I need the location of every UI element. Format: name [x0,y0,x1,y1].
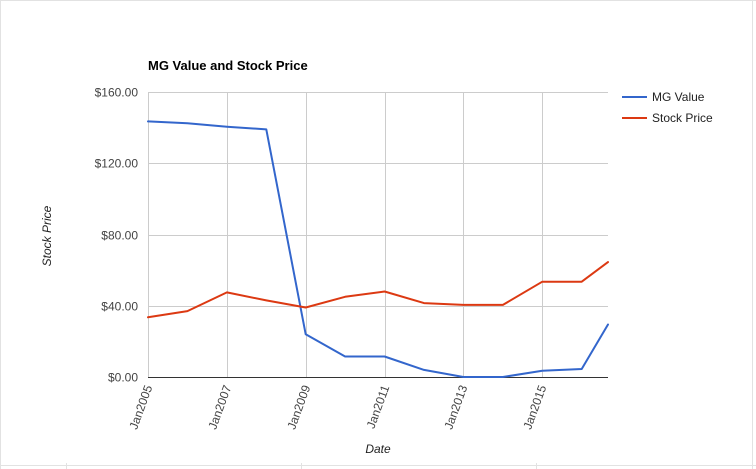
legend-label: MG Value [652,90,705,104]
y-tick-label: $160.00 [95,86,139,100]
x-tick-label: Jan2011 [364,383,393,431]
legend-label: Stock Price [652,111,713,125]
y-tick-label: $80.00 [101,229,138,243]
x-tick-label: Jan2009 [284,383,313,431]
series-line-stock-price [147,261,609,319]
chart-title: MG Value and Stock Price [148,58,308,73]
x-axis-label: Date [365,442,391,456]
x-tick-label: Jan2015 [520,383,549,431]
x-axis-tick-labels: Jan2005 Jan2007 Jan2009 Jan2011 Jan2013 Jan20… [126,383,549,431]
series-line-mg-value [147,120,609,378]
gridlines [148,92,608,378]
x-tick-label: Jan2005 [126,383,155,431]
series-lines [147,120,609,378]
y-tick-label: $40.00 [101,300,138,314]
y-axis-label: Stock Price [40,205,54,266]
x-tick-label: Jan2013 [441,383,470,431]
y-tick-label: $0.00 [108,371,138,385]
x-tick-label: Jan2007 [205,383,234,431]
line-chart: MG Value and Stock Price $0.00 $40.00 $80.… [40,58,713,456]
chart-card[interactable]: MG Value and Stock Price $0.00 $40.00 $80.… [2,3,752,463]
legend: MG Value Stock Price [622,90,713,125]
y-axis-tick-labels: $0.00 $40.00 $80.00 $120.00 $160.00 [95,86,139,385]
y-tick-label: $120.00 [95,157,139,171]
